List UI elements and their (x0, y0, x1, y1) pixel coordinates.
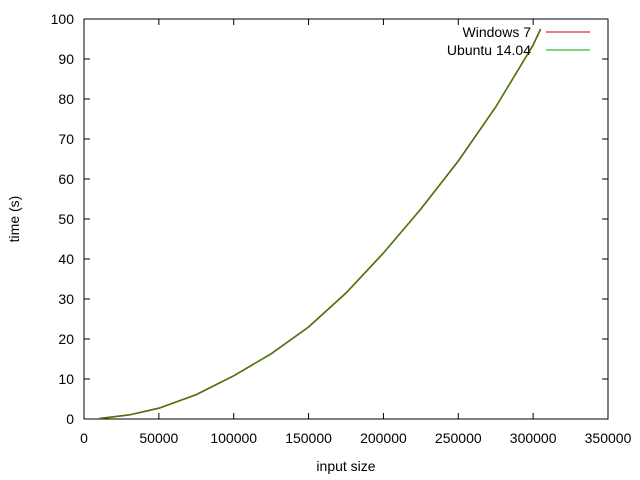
x-axis-label: input size (316, 458, 375, 474)
x-tick-label: 350000 (585, 430, 632, 446)
y-tick-label: 90 (58, 51, 74, 67)
y-tick-label: 30 (58, 291, 74, 307)
series-layer (98, 28, 542, 420)
x-axis: 0 50000 100000 150000 200000 250000 300000 3500… (80, 19, 632, 446)
x-tick-label: 200000 (360, 430, 407, 446)
legend-label: Ubuntu 14.04 (447, 42, 531, 58)
x-tick-label: 0 (80, 430, 88, 446)
y-tick-label: 50 (58, 211, 74, 227)
y-axis: 0 10 20 30 40 50 60 70 80 90 100 (51, 11, 608, 427)
y-tick-label: 70 (58, 131, 74, 147)
plot-frame (83, 18, 609, 420)
y-tick-label: 0 (66, 411, 74, 427)
x-tick-label: 300000 (510, 430, 557, 446)
y-axis-label: time (s) (6, 196, 22, 243)
series-line-1 (98, 28, 542, 420)
y-tick-label: 20 (58, 331, 74, 347)
legend: Windows 7 Ubuntu 14.04 (447, 24, 590, 58)
x-tick-label: 50000 (139, 430, 178, 446)
x-tick-label: 250000 (435, 430, 482, 446)
legend-label: Windows 7 (463, 24, 532, 40)
series-line-2 (98, 28, 542, 420)
y-tick-label: 80 (58, 91, 74, 107)
y-tick-label: 40 (58, 251, 74, 267)
y-tick-label: 100 (51, 11, 75, 27)
x-tick-label: 150000 (285, 430, 332, 446)
x-tick-label: 100000 (210, 430, 257, 446)
y-tick-label: 60 (58, 171, 74, 187)
y-tick-label: 10 (58, 371, 74, 387)
